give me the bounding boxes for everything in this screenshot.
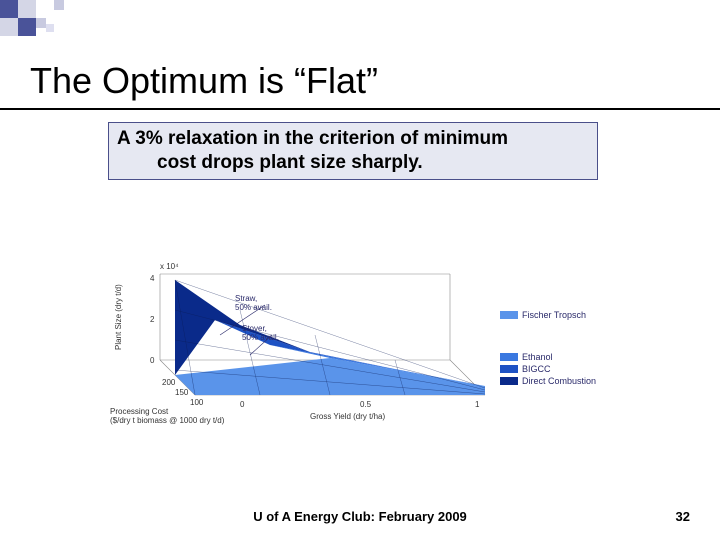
- z-tick: 0: [240, 400, 244, 409]
- z-tick: 1: [475, 400, 479, 409]
- annotation-straw: Straw,50% avail.: [235, 295, 272, 313]
- chart-3d-surface: Plant Size (dry t/d) x 10⁴ 4 2 0: [120, 260, 600, 435]
- legend-bigcc: BIGCC: [500, 364, 551, 374]
- slide-title: The Optimum is “Flat”: [30, 60, 378, 102]
- z-axis-label: Gross Yield (dry t/ha): [310, 412, 385, 421]
- legend-fischer-tropsch: Fischer Tropsch: [500, 310, 586, 320]
- subtitle-line2: cost drops plant size sharply.: [117, 151, 589, 175]
- legend-ethanol: Ethanol: [500, 352, 553, 362]
- x-tick: 200: [162, 378, 175, 387]
- x-tick: 150: [175, 388, 188, 397]
- subtitle-box: A 3% relaxation in the criterion of mini…: [108, 122, 598, 180]
- x-axis-label: Processing Cost($/dry t biomass @ 1000 d…: [110, 408, 260, 426]
- x-tick: 100: [190, 398, 203, 407]
- corner-decoration: [0, 0, 110, 36]
- legend-direct-combustion: Direct Combustion: [500, 376, 596, 386]
- page-number: 32: [676, 509, 690, 524]
- z-tick: 0.5: [360, 400, 371, 409]
- footer-text: U of A Energy Club: February 2009: [0, 509, 720, 524]
- annotation-stover: Stover,50% avail.: [242, 325, 279, 343]
- title-underline: [0, 108, 720, 110]
- subtitle-line1: A 3% relaxation in the criterion of mini…: [117, 127, 589, 151]
